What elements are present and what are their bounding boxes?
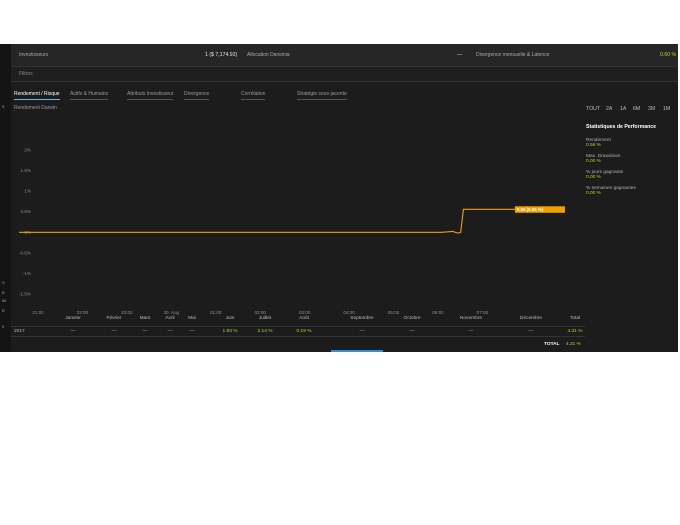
y-tick-label: -1% [23,271,31,276]
x-tick-label: 23:00 [121,310,133,315]
stat-drawdown-value: 0.00 % [586,159,601,164]
table-cell: — [167,329,173,334]
range-6m[interactable]: 6M [633,106,641,112]
total-value: 4.31 % [566,342,581,347]
allocation-value: — [457,52,463,58]
tab-rendement-risque[interactable]: Rendement / Risque [14,91,60,100]
stat-winning-days-value: 0.00 % [586,175,601,180]
y-tick-label: -1.5% [19,291,31,296]
app-window: $ S B 86 B 5 Investisseurs 1 ($ 7,174.92… [0,44,678,352]
investors-value: 1 ($ 7,174.92) [205,52,238,58]
y-tick-label: 2% [24,148,31,153]
month-header: Novembre [459,316,483,321]
range-3m[interactable]: 3M [648,106,656,112]
x-tick-label: 05:00 [388,310,400,315]
tab-strategie[interactable]: Stratégie sous-jacente [297,91,347,100]
return-chart[interactable]: 2%1.5%1%0.5%0%-0.5%-1%-1.5%21:00 22:00 23:… [11,112,571,320]
filters-bar[interactable]: Filtres [11,66,678,82]
x-tick-label: 22:00 [77,310,89,315]
gutter-mark: B [2,290,5,295]
total-label: TOTAL [544,342,560,347]
table-cell: 1.93 % [222,329,238,334]
tab-divergence[interactable]: Divergence [184,91,210,100]
stat-winning-days-label: % jours gagnants [586,170,624,175]
table-cell: — [468,329,474,334]
gutter-mark: B [2,308,5,313]
range-2y[interactable]: 2A [606,106,613,112]
stats-title: Statistiques de Performance [586,124,657,130]
value-tooltip-text: 0.56 (0.56 %) [517,207,544,212]
table-cell: — [111,329,117,334]
x-tick-label: 02:00 [254,310,266,315]
month-header: Août [299,316,309,321]
table-cell: — [189,329,195,334]
range-1y[interactable]: 1A [620,106,627,112]
table-cell: — [409,329,415,334]
y-tick-label: 1% [24,189,31,194]
month-header: Mai [188,316,196,321]
stat-return-label: Rendement [586,138,611,143]
tab-actifs-humains[interactable]: Actifs & Humains [70,91,109,100]
x-tick-label: 03:00 [299,310,311,315]
month-header: Total [569,316,581,321]
x-tick-label: 04:00 [343,310,355,315]
series-line [19,208,561,234]
filters-label[interactable]: Filtres [19,71,33,77]
month-header: Décembre [519,316,543,321]
month-header: Février [106,316,122,321]
month-header: Septembre [350,316,374,321]
x-tick-label: 06:00 [432,310,444,315]
stat-drawdown-label: Max. Drawdown [586,154,621,159]
x-tick-label: 21:00 [32,310,44,315]
horizontal-scrollbar[interactable] [331,350,383,352]
row-year: 2017 [14,329,25,334]
investors-label: Investisseurs [19,52,49,58]
gutter-mark: $ [2,104,5,109]
table-row: 2017 — — — — — 1.93 % 2.14 % 0.19 % — — … [11,326,585,337]
y-tick-label: 1.5% [21,168,31,173]
table-cell: 0.19 % [296,329,312,334]
gutter-mark: 86 [2,298,7,303]
value-tooltip-box [514,206,565,213]
time-range-selector: TOUT 2A 1A 6M 3M 1M [586,105,678,115]
x-tick-label: 30. Aug [164,310,180,315]
table-cell: — [359,329,365,334]
month-header: Janvier [65,316,81,321]
tab-attributs-investisseur[interactable]: Attributs Investisseur [127,91,174,100]
month-header: Mars [139,316,151,321]
performance-stats: Statistiques de Performance Rendement 0.… [586,124,676,202]
tab-bar: Rendement / Risque Actifs & Humains Attr… [11,88,411,100]
month-header: Juillet [258,316,272,321]
table-cell: 2.14 % [257,329,273,334]
x-tick-label: 01:00 [210,310,222,315]
gutter-mark: 5 [2,324,5,329]
stat-return-value: 0.56 % [586,143,601,148]
month-header: Avril [165,316,175,321]
y-tick-label: -0.5% [19,250,31,255]
divergence-label: Divergence mensuelle & Latence [476,52,550,58]
stat-winning-weeks-label: % semaines gagnantes [586,186,636,191]
table-cell: — [70,329,76,334]
x-tick-label: 07:00 [477,310,489,315]
range-1m[interactable]: 1M [663,106,671,112]
chart-subtitle: Rendement Darwin [14,105,57,111]
month-header: Juin [225,316,235,321]
left-gutter: $ S B 86 B 5 [0,44,11,352]
table-cell: — [528,329,534,334]
header-bar: Investisseurs 1 ($ 7,174.92) Allocation … [11,44,678,66]
stat-winning-weeks-value: 0.00 % [586,191,601,196]
y-tick-label: 0.5% [21,209,31,214]
table-cell: 4.31 % [567,329,583,334]
tab-correlation[interactable]: Corrélation [241,91,266,100]
gutter-mark: S [2,280,5,285]
allocation-label: Allocation Darwinia [247,52,290,58]
divergence-value: 0.60 % [660,52,677,58]
table-cell: — [142,329,148,334]
range-all[interactable]: TOUT [586,106,601,112]
month-header: Octobre [403,316,421,321]
